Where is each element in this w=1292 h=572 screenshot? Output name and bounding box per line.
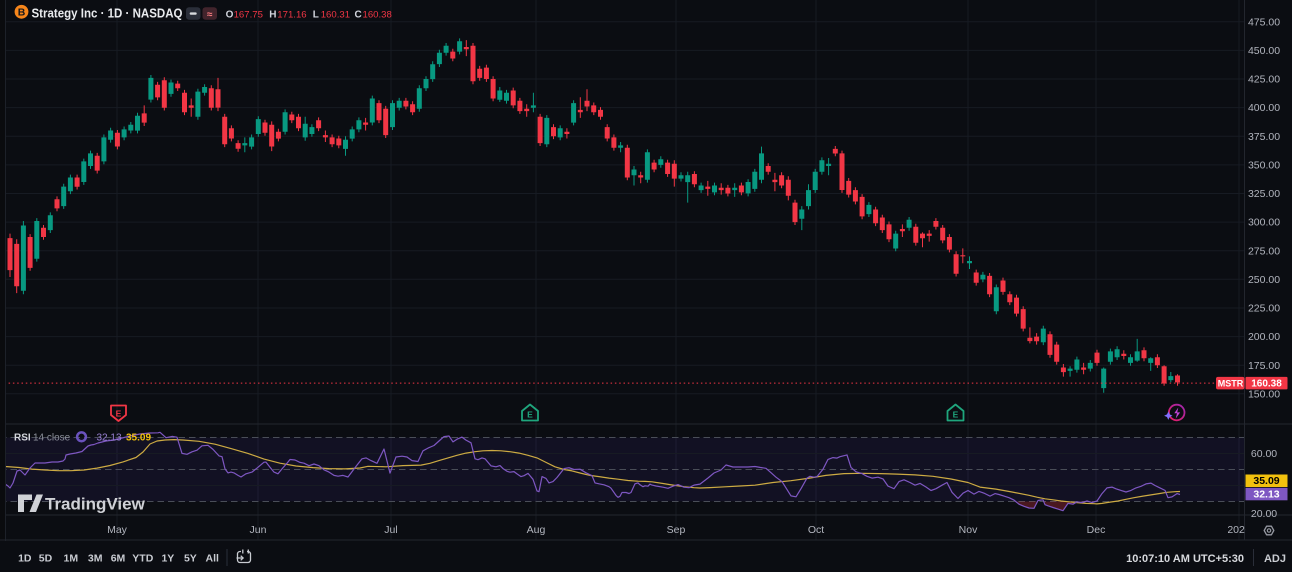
svg-text:60.00: 60.00 [1251,448,1277,460]
svg-text:1Y: 1Y [161,553,174,565]
svg-text:400.00: 400.00 [1248,102,1280,114]
svg-text:RSI: RSI [14,432,31,443]
svg-text:175.00: 175.00 [1248,360,1280,372]
svg-text:C: C [355,9,362,20]
svg-text:32.13: 32.13 [1253,488,1279,500]
svg-text:Dec: Dec [1087,524,1106,536]
svg-text:Oct: Oct [808,524,824,536]
svg-text:35.09: 35.09 [1253,475,1279,487]
svg-text:≈: ≈ [207,9,213,20]
svg-text:2026: 2026 [1227,524,1251,536]
svg-text:H: H [269,9,276,20]
svg-text:ADJ: ADJ [1264,553,1286,565]
svg-text:E: E [116,409,122,419]
svg-text:150.00: 150.00 [1248,388,1280,400]
svg-text:O: O [226,9,234,20]
svg-text:3M: 3M [88,553,103,565]
svg-text:5D: 5D [39,553,53,565]
svg-text:275.00: 275.00 [1248,245,1280,257]
svg-text:200.00: 200.00 [1248,331,1280,343]
svg-text:TradingView: TradingView [45,495,146,514]
svg-text:350.00: 350.00 [1248,160,1280,172]
svg-text:375.00: 375.00 [1248,131,1280,143]
svg-text:YTD: YTD [132,553,153,565]
svg-text:32.13: 32.13 [97,432,122,443]
svg-text:160.38: 160.38 [363,9,392,20]
svg-text:Jun: Jun [250,524,267,536]
svg-text:MSTR: MSTR [1218,378,1244,388]
svg-text:Strategy Inc · 1D · NASDAQ: Strategy Inc · 1D · NASDAQ [32,6,183,21]
svg-text:425.00: 425.00 [1248,74,1280,86]
svg-text:250.00: 250.00 [1248,274,1280,286]
svg-text:Jul: Jul [384,524,397,536]
svg-text:L: L [313,9,319,20]
svg-text:171.16: 171.16 [277,9,306,20]
svg-text:14 close: 14 close [33,432,71,443]
svg-text:6M: 6M [111,553,126,565]
svg-text:450.00: 450.00 [1248,45,1280,57]
svg-text:167.75: 167.75 [234,9,263,20]
svg-text:225.00: 225.00 [1248,303,1280,315]
svg-text:Nov: Nov [959,524,978,536]
svg-text:All: All [205,553,219,565]
svg-text:E: E [527,410,533,420]
svg-text:1M: 1M [64,553,79,565]
svg-text:10:07:10 AM UTC+5:30: 10:07:10 AM UTC+5:30 [1126,553,1244,565]
svg-text:325.00: 325.00 [1248,188,1280,200]
svg-text:20.00: 20.00 [1251,508,1277,520]
svg-text:5Y: 5Y [184,553,197,565]
svg-text:475.00: 475.00 [1248,16,1280,28]
svg-text:160.38: 160.38 [1251,379,1282,390]
svg-text:E: E [953,410,959,420]
svg-text:35.09: 35.09 [126,432,151,443]
svg-text:300.00: 300.00 [1248,217,1280,229]
svg-text:160.31: 160.31 [321,9,350,20]
svg-text:Sep: Sep [667,524,686,536]
svg-text:B: B [18,7,26,19]
svg-text:May: May [107,524,128,536]
svg-text:1D: 1D [18,553,32,565]
svg-text:Aug: Aug [527,524,546,536]
